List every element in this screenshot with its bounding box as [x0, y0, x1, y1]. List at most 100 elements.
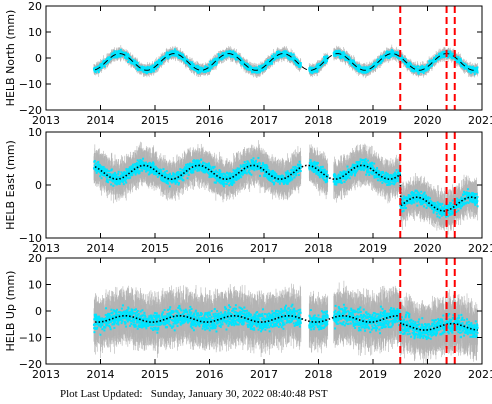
data-point — [107, 59, 110, 62]
data-point — [100, 66, 103, 69]
data-point — [452, 54, 455, 57]
data-point — [94, 71, 97, 74]
data-point — [441, 55, 444, 58]
data-point — [174, 54, 177, 57]
data-point — [161, 61, 164, 64]
data-point — [190, 66, 193, 69]
data-point — [324, 61, 327, 64]
data-point — [113, 50, 116, 53]
data-point — [395, 55, 398, 58]
data-point — [189, 61, 192, 64]
data-point — [476, 66, 479, 69]
data-point — [396, 51, 399, 54]
data-point — [333, 54, 336, 57]
data-point — [448, 53, 451, 56]
data-point — [168, 55, 171, 58]
data-point — [299, 64, 302, 67]
data-point — [353, 62, 356, 65]
data-point — [246, 62, 249, 65]
data-point — [457, 59, 460, 62]
data-point — [381, 60, 384, 63]
data-point — [173, 48, 176, 51]
data-point — [351, 59, 354, 62]
data-point — [142, 66, 145, 69]
data-point — [460, 60, 463, 63]
data-point — [374, 65, 377, 68]
data-point — [363, 66, 366, 69]
data-point — [461, 61, 464, 64]
data-point — [292, 53, 295, 56]
data-point — [420, 66, 423, 69]
data-point — [211, 62, 214, 65]
data-point — [315, 65, 318, 68]
data-point — [357, 66, 360, 69]
data-point — [151, 68, 154, 71]
data-point — [261, 64, 264, 67]
data-point — [197, 71, 200, 74]
data-point — [358, 64, 361, 67]
data-point — [345, 54, 348, 57]
data-point — [352, 59, 355, 62]
data-point — [165, 56, 168, 59]
data-point — [210, 66, 213, 69]
data-point — [457, 56, 460, 59]
data-point — [229, 49, 232, 52]
data-point — [157, 65, 160, 68]
data-point — [192, 63, 195, 66]
data-point — [97, 69, 100, 72]
data-point — [252, 71, 255, 74]
data-point — [311, 72, 314, 75]
data-point — [182, 55, 185, 58]
data-point — [240, 58, 243, 61]
data-point — [286, 51, 289, 54]
data-point — [135, 67, 138, 70]
data-point — [138, 65, 141, 68]
data-point — [463, 62, 466, 65]
data-point — [246, 68, 249, 71]
data-point — [401, 55, 404, 58]
data-point — [226, 53, 229, 56]
data-point — [390, 50, 393, 53]
data-point — [391, 52, 394, 55]
data-point — [245, 62, 248, 65]
data-point — [395, 51, 398, 54]
x-tick-label: 2015 — [141, 114, 169, 127]
data-point — [385, 51, 388, 54]
data-point — [338, 50, 341, 53]
data-point — [299, 65, 302, 68]
data-point — [323, 56, 326, 59]
data-point — [171, 49, 174, 52]
data-point — [353, 61, 356, 64]
data-point — [342, 51, 345, 54]
data-point — [334, 55, 337, 58]
data-point — [447, 50, 450, 53]
data-point — [180, 53, 183, 56]
data-point — [425, 69, 428, 72]
data-point — [389, 56, 392, 59]
data-point — [409, 62, 412, 65]
data-point — [132, 58, 135, 61]
data-point — [340, 51, 343, 54]
data-point — [163, 58, 166, 61]
data-point — [246, 64, 249, 67]
data-point — [309, 66, 312, 69]
data-point — [388, 53, 391, 56]
data-point — [141, 65, 144, 68]
data-point — [98, 68, 101, 71]
data-point — [236, 54, 239, 57]
data-point — [150, 71, 153, 74]
data-point — [240, 63, 243, 66]
data-point — [379, 61, 382, 64]
data-point — [266, 62, 269, 65]
data-point — [470, 71, 473, 74]
data-point — [149, 65, 152, 68]
data-point — [270, 55, 273, 58]
y-tick-label: 20 — [28, 0, 42, 13]
data-point — [230, 50, 233, 53]
data-point — [476, 69, 479, 72]
model-curve — [94, 53, 478, 71]
x-tick-label: 2013 — [32, 114, 60, 127]
data-point — [179, 52, 182, 55]
data-point — [431, 62, 434, 65]
